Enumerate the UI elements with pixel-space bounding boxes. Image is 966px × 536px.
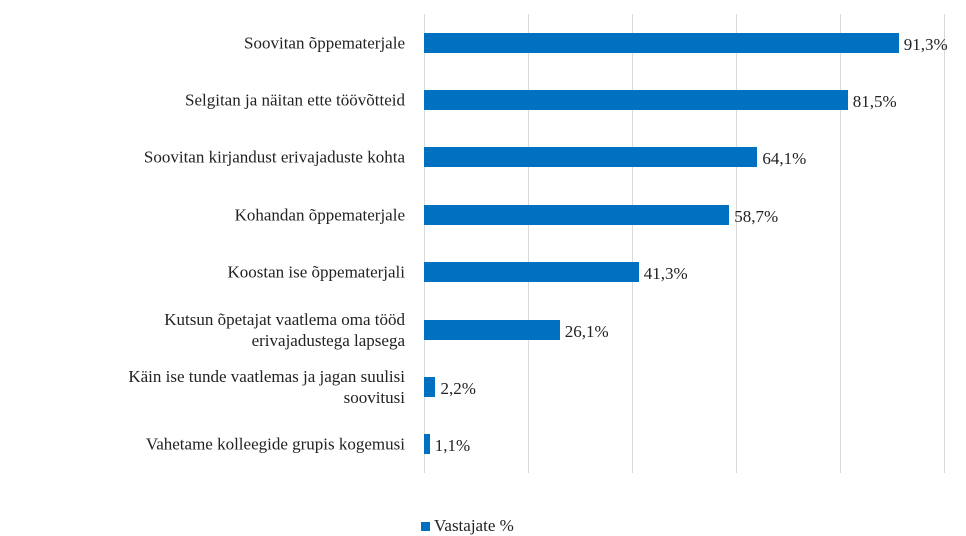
y-tick-label: Soovitan kirjandust erivajaduste kohta xyxy=(143,147,405,167)
y-tick-label: Selgitan ja näitan ette töövõtteid xyxy=(185,90,405,110)
bar xyxy=(424,32,899,53)
bar xyxy=(424,376,436,397)
y-tick-label: Kohandan õppematerjale xyxy=(234,205,405,225)
bar xyxy=(424,204,730,225)
y-tick-label: Koostan ise õppematerjali xyxy=(227,262,405,282)
grid-line xyxy=(632,14,633,473)
legend: Vastajate % xyxy=(421,516,514,536)
grid-line xyxy=(736,14,737,473)
grid-line xyxy=(424,14,425,473)
bar xyxy=(424,319,560,340)
value-label: 26,1% xyxy=(564,321,609,341)
bar xyxy=(424,147,758,168)
legend-label: Vastajate % xyxy=(434,516,514,535)
bar xyxy=(424,90,848,111)
y-tick-label: Kutsun õpetajat vaatlema oma tööd erivaj… xyxy=(164,309,405,350)
grid-line xyxy=(840,14,841,473)
bar xyxy=(424,262,639,283)
value-label: 41,3% xyxy=(643,264,688,284)
y-tick-label: Soovitan õppematerjale xyxy=(244,33,405,53)
value-label: 91,3% xyxy=(903,34,948,54)
bar xyxy=(424,434,430,455)
value-label: 81,5% xyxy=(852,92,897,112)
grid-line xyxy=(944,14,945,473)
value-label: 64,1% xyxy=(762,149,807,169)
value-label: 2,2% xyxy=(440,378,476,398)
value-label: 1,1% xyxy=(434,436,471,456)
legend-swatch xyxy=(421,521,430,531)
y-tick-label: Käin ise tunde vaatlemas ja jagan suulis… xyxy=(128,366,405,407)
y-tick-label: Vahetame kolleegide grupis kogemusi xyxy=(145,434,405,454)
grid-line xyxy=(528,14,529,473)
value-label: 58,7% xyxy=(734,206,779,226)
